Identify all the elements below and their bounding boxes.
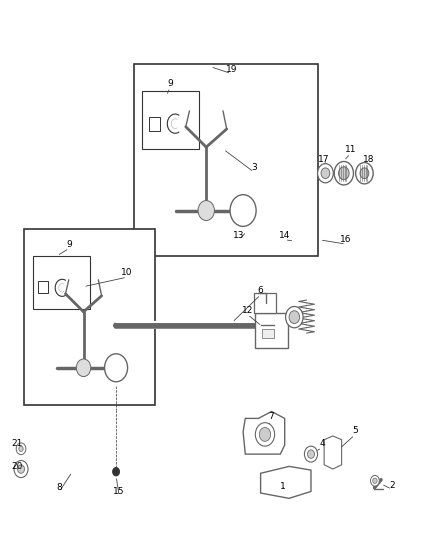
- Text: 13: 13: [233, 231, 244, 240]
- Circle shape: [113, 467, 120, 476]
- Bar: [149, 117, 160, 131]
- Text: 2: 2: [389, 481, 395, 489]
- Circle shape: [286, 306, 303, 328]
- Circle shape: [371, 475, 379, 486]
- Circle shape: [307, 450, 314, 458]
- Text: 9: 9: [167, 79, 173, 87]
- Text: 18: 18: [363, 156, 374, 164]
- Text: 8: 8: [56, 483, 62, 492]
- Text: 6: 6: [258, 286, 264, 295]
- Text: 17: 17: [318, 156, 330, 164]
- Circle shape: [318, 164, 333, 183]
- Bar: [38, 281, 48, 293]
- Circle shape: [14, 461, 28, 478]
- Circle shape: [289, 311, 300, 324]
- Circle shape: [198, 200, 215, 221]
- Text: 15: 15: [113, 487, 125, 496]
- Text: 3: 3: [251, 164, 257, 172]
- Bar: [33, 256, 90, 309]
- Text: 7: 7: [268, 413, 275, 421]
- Polygon shape: [261, 466, 311, 498]
- Text: 4: 4: [319, 439, 325, 448]
- Bar: [142, 91, 199, 149]
- Text: 5: 5: [352, 426, 358, 435]
- Circle shape: [230, 195, 256, 227]
- Circle shape: [321, 168, 330, 179]
- Circle shape: [76, 359, 91, 376]
- Circle shape: [18, 465, 25, 473]
- Text: 11: 11: [345, 145, 356, 154]
- Circle shape: [16, 443, 26, 455]
- Text: 1: 1: [279, 482, 286, 490]
- Bar: [24, 229, 155, 405]
- Text: 12: 12: [242, 306, 253, 314]
- Text: 10: 10: [121, 269, 133, 277]
- Polygon shape: [243, 411, 285, 454]
- Circle shape: [334, 161, 353, 185]
- Circle shape: [255, 423, 275, 446]
- Text: 16: 16: [340, 236, 352, 244]
- Circle shape: [19, 446, 23, 451]
- Circle shape: [360, 168, 369, 179]
- Circle shape: [373, 478, 377, 483]
- Text: 19: 19: [226, 65, 237, 74]
- Bar: [262, 329, 274, 338]
- Polygon shape: [324, 436, 342, 469]
- Circle shape: [304, 446, 318, 462]
- Circle shape: [105, 354, 127, 382]
- Circle shape: [339, 167, 349, 180]
- Text: 9: 9: [66, 240, 72, 248]
- Circle shape: [356, 163, 373, 184]
- Text: 14: 14: [279, 231, 290, 240]
- Text: 21: 21: [12, 439, 23, 448]
- Circle shape: [259, 427, 271, 441]
- Bar: [254, 293, 276, 313]
- Bar: [134, 64, 318, 256]
- Text: 20: 20: [12, 462, 23, 471]
- Bar: [255, 313, 288, 348]
